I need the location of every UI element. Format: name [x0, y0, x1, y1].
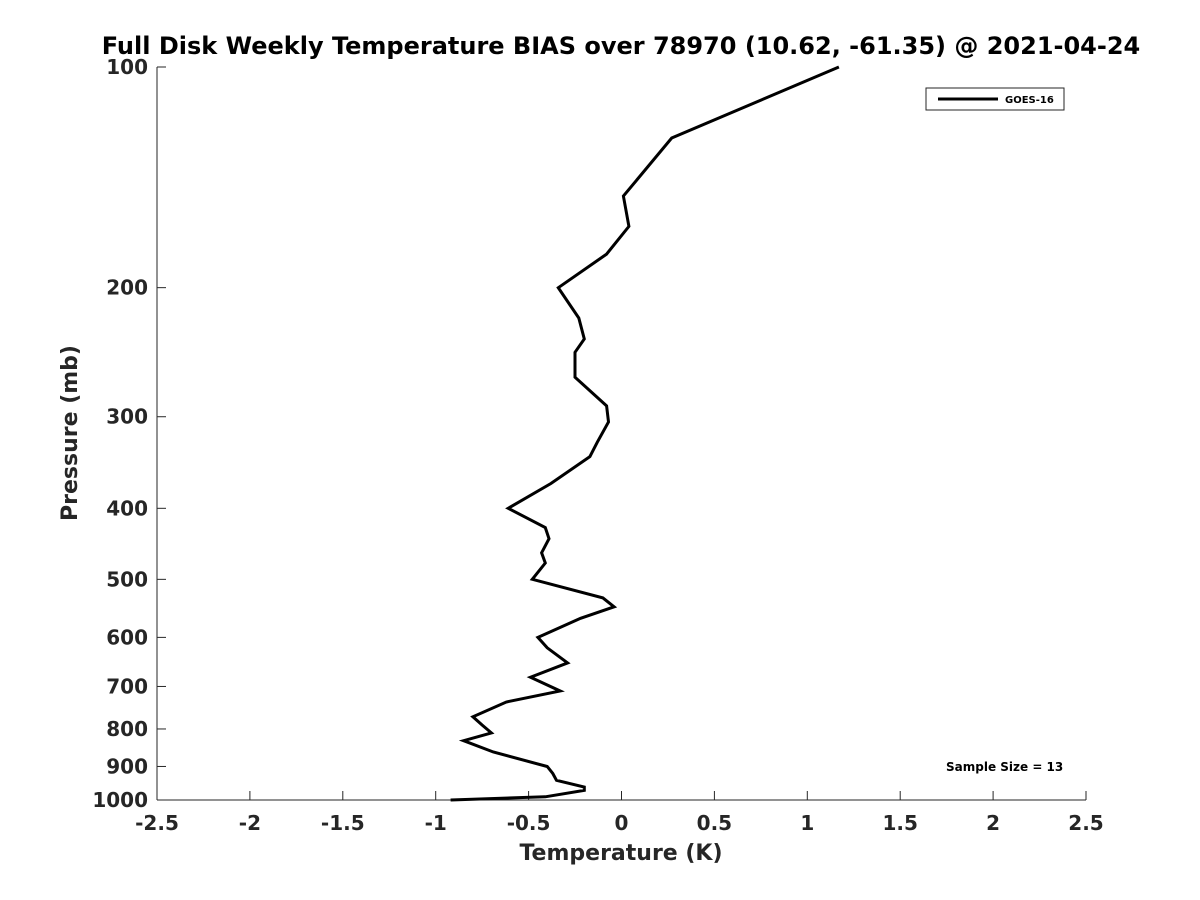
y-tick-label: 300 — [106, 405, 148, 429]
series-group — [450, 65, 840, 802]
series-line-goes-16 — [450, 65, 840, 802]
x-tick-label: 0.5 — [697, 811, 732, 835]
y-axis-label: Pressure (mb) — [58, 345, 83, 521]
plot-area — [157, 67, 1086, 800]
x-ticks: -2.5 -2 -1.5 -1 -0.5 0 0.5 1 1.5 2 2.5 — [135, 791, 1104, 835]
x-tick-label: -2.5 — [135, 811, 179, 835]
y-tick-label: 800 — [106, 717, 148, 741]
legend: GOES-16 — [925, 87, 1065, 111]
y-tick-label: 500 — [106, 567, 148, 591]
x-tick-label: 1 — [800, 811, 814, 835]
y-tick-label: 100 — [106, 55, 148, 79]
x-tick-label: 0 — [615, 811, 629, 835]
y-tick-label: 1000 — [92, 788, 148, 812]
chart-title: Full Disk Weekly Temperature BIAS over 7… — [102, 32, 1141, 60]
y-ticks: 100 200 300 400 500 600 700 800 900 1000 — [92, 55, 166, 812]
x-tick-label: 2 — [986, 811, 1000, 835]
y-tick-label: 900 — [106, 754, 148, 778]
x-tick-label: 2.5 — [1068, 811, 1103, 835]
x-tick-label: -2 — [239, 811, 261, 835]
x-tick-label: 1.5 — [882, 811, 917, 835]
y-tick-label: 700 — [106, 674, 148, 698]
sample-size-annotation: Sample Size = 13 — [946, 760, 1063, 774]
x-tick-label: -1 — [425, 811, 447, 835]
legend-label-goes-16: GOES-16 — [1005, 95, 1054, 106]
x-tick-label: -1.5 — [321, 811, 365, 835]
x-axis-label: Temperature (K) — [519, 841, 722, 866]
x-tick-label: -0.5 — [507, 811, 551, 835]
y-tick-label: 400 — [106, 496, 148, 520]
y-tick-label: 600 — [106, 625, 148, 649]
y-tick-label: 200 — [106, 276, 148, 300]
